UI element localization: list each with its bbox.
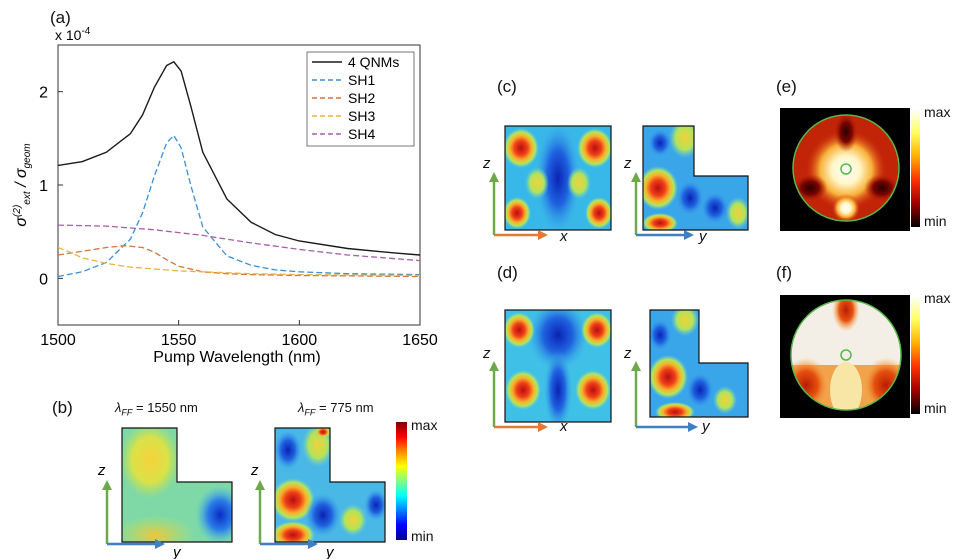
chart-scale-label: x 10-4 — [55, 26, 91, 43]
legend-label: SH4 — [348, 126, 375, 142]
field-map-b2: z y — [250, 427, 386, 559]
x-tick-label: 1600 — [282, 332, 318, 349]
y-tick-label: 1 — [39, 178, 48, 195]
panel-label-a: (a) — [50, 8, 71, 27]
field-map-d-yz — [631, 309, 749, 432]
colorbar-min-label: min — [411, 528, 434, 544]
far-field-map-e — [780, 108, 910, 231]
axis-y-label: y — [325, 544, 335, 559]
axis-z-label: z — [483, 345, 491, 362]
y-axis-label: σ(2)ext / σgeom — [12, 143, 33, 226]
y-tick-label: 0 — [39, 271, 48, 288]
x-tick-label: 1650 — [402, 332, 438, 349]
field-map-c-yz — [631, 125, 749, 240]
extinction-chart: x 10-4 0 1 2 1500 1550 1600 1650 Pump Wavelen… — [12, 26, 438, 366]
legend-label: SH2 — [348, 90, 375, 106]
series-line-sh1 — [58, 134, 420, 278]
field-map-d-xz — [489, 309, 612, 432]
lambda-label-1550: λFF = 1550 nm — [115, 400, 198, 418]
x-axis: 1500 1550 1600 1650 — [40, 320, 438, 349]
panel-label-b: (b) — [52, 398, 73, 417]
legend-label: 4 QNMs — [348, 54, 399, 70]
series-line-4-qnms — [58, 60, 420, 256]
jet-colorbar — [396, 422, 407, 540]
axis-x-label: x — [560, 228, 568, 245]
axis-z-label: z — [250, 462, 259, 479]
hot-colorbar-f — [911, 296, 920, 414]
axis-z-label: z — [624, 345, 632, 362]
series-lines — [58, 60, 420, 278]
field-map-c-xz — [489, 125, 612, 240]
axis-y-label: y — [702, 418, 710, 435]
legend-label: SH3 — [348, 108, 375, 124]
series-line-sh3 — [58, 246, 420, 277]
axis-y-label: y — [172, 544, 182, 559]
colorbar-min-label: min — [924, 400, 947, 416]
y-axis: 0 1 2 — [39, 85, 63, 288]
legend-label: SH1 — [348, 72, 375, 88]
x-axis-label: Pump Wavelength (nm) — [153, 349, 320, 366]
panel-label-c: (c) — [497, 77, 517, 96]
series-line-sh2 — [58, 245, 420, 278]
colorbar-max-label: max — [924, 290, 951, 306]
axis-y-label: y — [699, 228, 707, 245]
axis-z-label: z — [483, 155, 491, 172]
far-field-map-f — [780, 295, 910, 418]
panel-label-e: (e) — [776, 77, 797, 96]
panel-label-f: (f) — [776, 263, 793, 282]
colorbar-max-label: max — [411, 417, 438, 433]
series-line-sh4 — [58, 224, 420, 262]
lambda-label-775: λFF = 775 nm — [298, 400, 374, 418]
axis-z-label: z — [624, 155, 632, 172]
axis-x-label: x — [560, 418, 568, 435]
legend: 4 QNMs SH1 SH2 SH3 SH4 — [306, 51, 415, 147]
x-tick-label: 1500 — [40, 332, 76, 349]
axis-z-label: z — [97, 462, 106, 479]
colorbar-min-label: min — [924, 213, 947, 229]
hot-colorbar-e — [911, 109, 920, 227]
y-tick-label: 2 — [39, 85, 48, 102]
colorbar-max-label: max — [924, 104, 951, 120]
panel-label-d: (d) — [497, 263, 518, 282]
x-tick-label: 1550 — [161, 332, 197, 349]
field-map-b1: z y — [97, 427, 233, 559]
